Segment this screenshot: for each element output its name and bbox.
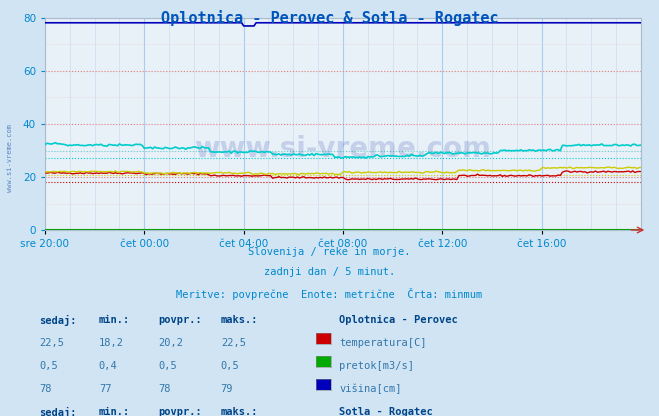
Text: 0,5: 0,5 <box>221 361 239 371</box>
Text: 0,5: 0,5 <box>158 361 177 371</box>
Text: 78: 78 <box>40 384 52 394</box>
Text: min.:: min.: <box>99 315 130 325</box>
Text: višina[cm]: višina[cm] <box>339 384 402 394</box>
Text: maks.:: maks.: <box>221 407 258 416</box>
Text: Slovenija / reke in morje.: Slovenija / reke in morje. <box>248 247 411 257</box>
Text: pretok[m3/s]: pretok[m3/s] <box>339 361 415 371</box>
Text: povpr.:: povpr.: <box>158 315 202 325</box>
Text: povpr.:: povpr.: <box>158 407 202 416</box>
Text: Oplotnica - Perovec & Sotla - Rogatec: Oplotnica - Perovec & Sotla - Rogatec <box>161 10 498 26</box>
Text: 20,2: 20,2 <box>158 338 183 348</box>
Text: sedaj:: sedaj: <box>40 315 77 326</box>
Text: 0,4: 0,4 <box>99 361 117 371</box>
Text: Meritve: povprečne  Enote: metrične  Črta: minmum: Meritve: povprečne Enote: metrične Črta:… <box>177 288 482 300</box>
Text: 78: 78 <box>158 384 171 394</box>
Text: 0,5: 0,5 <box>40 361 58 371</box>
Text: Oplotnica - Perovec: Oplotnica - Perovec <box>339 315 458 325</box>
Text: 79: 79 <box>221 384 233 394</box>
Text: temperatura[C]: temperatura[C] <box>339 338 427 348</box>
Text: maks.:: maks.: <box>221 315 258 325</box>
Text: 22,5: 22,5 <box>40 338 65 348</box>
Text: 18,2: 18,2 <box>99 338 124 348</box>
Text: zadnji dan / 5 minut.: zadnji dan / 5 minut. <box>264 267 395 277</box>
Text: min.:: min.: <box>99 407 130 416</box>
Text: www.si-vreme.com: www.si-vreme.com <box>194 136 492 163</box>
Text: sedaj:: sedaj: <box>40 407 77 416</box>
Text: 77: 77 <box>99 384 111 394</box>
Text: Sotla - Rogatec: Sotla - Rogatec <box>339 407 433 416</box>
Text: 22,5: 22,5 <box>221 338 246 348</box>
Text: www.si-vreme.com: www.si-vreme.com <box>7 124 13 192</box>
